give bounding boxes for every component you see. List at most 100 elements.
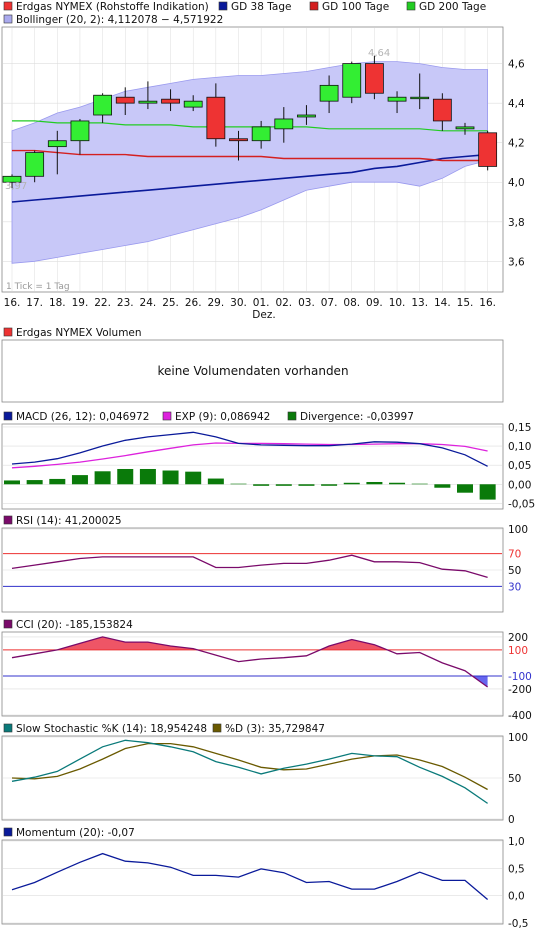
candle-body xyxy=(93,94,112,116)
x-tick-label: 01. xyxy=(253,297,270,309)
divergence-bar xyxy=(457,484,473,493)
x-tick-label: 18. xyxy=(49,297,66,309)
candle-body xyxy=(342,63,362,98)
legend-swatch-gd38 xyxy=(218,1,228,11)
stoch-y-tick-label: 0 xyxy=(508,814,515,826)
price-y-tick-label: 4,4 xyxy=(508,98,525,110)
divergence-bar xyxy=(94,471,111,485)
stochastic-panel: Slow Stochastic %K (14): 18,954248 %D (3… xyxy=(1,723,528,826)
divergence-bar xyxy=(298,484,315,486)
candle-body xyxy=(297,114,316,118)
legend-swatch-stoch-k xyxy=(3,723,13,733)
volume-panel: Erdgas NYMEX Volumen keine Volumendaten … xyxy=(1,327,504,403)
legend-swatch-gd100 xyxy=(309,1,319,11)
x-tick-label: 30. xyxy=(230,297,247,309)
macd-legend: MACD (26, 12): 0,046972 xyxy=(16,411,149,423)
price-y-tick-label: 4,2 xyxy=(508,138,525,150)
cci-y-tick-label: 100 xyxy=(508,645,528,657)
candle-body xyxy=(47,140,67,148)
candle-body xyxy=(319,84,339,102)
tick-note: 1 Tick = 1 Tag xyxy=(6,282,70,292)
candle-body xyxy=(161,98,180,104)
gd200-line xyxy=(12,120,488,132)
divergence-bar xyxy=(411,483,428,485)
stoch-y-axis: 0 50 100 xyxy=(508,732,528,826)
legend-label-bollinger: Bollinger (20, 2): 4,112078 − 4,571922 xyxy=(16,14,223,26)
x-tick-label: 16. xyxy=(4,297,21,309)
candle-body xyxy=(206,96,226,140)
x-tick-label: 22. xyxy=(94,297,111,309)
x-tick-label: 23. xyxy=(117,297,134,309)
rsi-y-tick-label: 70 xyxy=(508,549,521,561)
candle-body xyxy=(251,126,271,142)
divergence-bar xyxy=(49,478,66,485)
legend-swatch-divergence xyxy=(287,411,297,421)
x-tick-label: 07. xyxy=(321,297,338,309)
momentum-gridlines xyxy=(3,840,502,924)
x-tick-label: 26. xyxy=(185,297,202,309)
legend-swatch-stoch-d xyxy=(212,723,222,733)
divergence-bar xyxy=(479,484,496,500)
divergence-bar xyxy=(71,475,88,485)
legend-swatch-bollinger xyxy=(3,14,13,24)
x-tick-label: 03. xyxy=(298,297,315,309)
momentum-line xyxy=(11,852,489,900)
x-tick-label: 15. xyxy=(457,297,474,309)
divergence-bar xyxy=(139,468,156,485)
legend-swatch-macd xyxy=(3,411,13,421)
divergence-bar xyxy=(162,470,179,485)
candle-body xyxy=(138,100,158,104)
price-y-tick-label: 3,8 xyxy=(508,217,525,229)
rsi-line xyxy=(11,554,488,579)
macd-y-axis: -0,05 0,00 0,05 0,10 0,15 xyxy=(508,422,535,510)
stoch-k-legend: Slow Stochastic %K (14): 18,954248 xyxy=(16,723,207,735)
x-tick-label: 16. xyxy=(479,297,496,309)
candle-body xyxy=(387,96,407,102)
month-label: Dez. xyxy=(252,309,275,321)
x-tick-label: 08. xyxy=(343,297,360,309)
macd-line xyxy=(11,431,488,467)
legend-swatch-rsi xyxy=(3,515,13,525)
legend-label-gd100: GD 100 Tage xyxy=(322,1,389,13)
divergence-legend: Divergence: -0,03997 xyxy=(300,411,414,423)
legend-swatch-signal xyxy=(162,411,172,421)
divergence-bar xyxy=(26,480,43,485)
legend-swatch-momentum xyxy=(3,827,13,837)
legend-swatch-cci xyxy=(3,619,13,629)
cci-line xyxy=(11,636,488,688)
stoch-gridlines xyxy=(3,736,502,820)
momentum-y-axis: -0,5 0,0 0,5 1,0 xyxy=(508,836,529,930)
stoch-d-legend: %D (3): 35,729847 xyxy=(225,723,325,735)
rsi-y-axis: 30 50 70 100 xyxy=(508,524,528,593)
x-tick-label: 14. xyxy=(434,297,451,309)
legend-swatch-price xyxy=(3,1,13,11)
rsi-legend: RSI (14): 41,200025 xyxy=(16,515,122,527)
cci-y-tick-label: -100 xyxy=(508,671,532,683)
rsi-panel: RSI (14): 41,200025 30 50 70 100 xyxy=(1,515,528,613)
volume-plot-frame xyxy=(1,339,504,403)
legend-swatch-volume xyxy=(3,327,13,337)
candle-body xyxy=(274,118,294,130)
macd-y-tick-label: 0,15 xyxy=(508,422,531,434)
legend-label-gd200: GD 200 Tage xyxy=(419,1,486,13)
cci-legend: CCI (20): -185,153824 xyxy=(16,619,133,631)
cci-y-tick-label: 200 xyxy=(508,632,528,644)
candle-body xyxy=(455,126,475,130)
price-y-tick-label: 4,6 xyxy=(508,59,525,71)
divergence-bar xyxy=(343,482,360,485)
candle-body xyxy=(25,152,45,177)
gd38-line xyxy=(11,153,488,203)
divergence-bar xyxy=(275,484,292,486)
candle-body xyxy=(478,132,498,167)
stoch-k-line xyxy=(11,739,488,804)
divergence-bar xyxy=(117,468,134,485)
legend-label-price: Erdgas NYMEX (Rohstoffe Indikation) xyxy=(16,1,209,13)
x-tick-label: 13. xyxy=(411,297,428,309)
price-panel: Erdgas NYMEX (Rohstoffe Indikation) GD 3… xyxy=(1,1,525,321)
x-tick-label: 17. xyxy=(26,297,43,309)
momentum-y-tick-label: 0,5 xyxy=(508,863,525,875)
macd-plot-frame xyxy=(1,423,504,510)
divergence-histogram xyxy=(4,468,496,500)
x-tick-label: 25. xyxy=(162,297,179,309)
